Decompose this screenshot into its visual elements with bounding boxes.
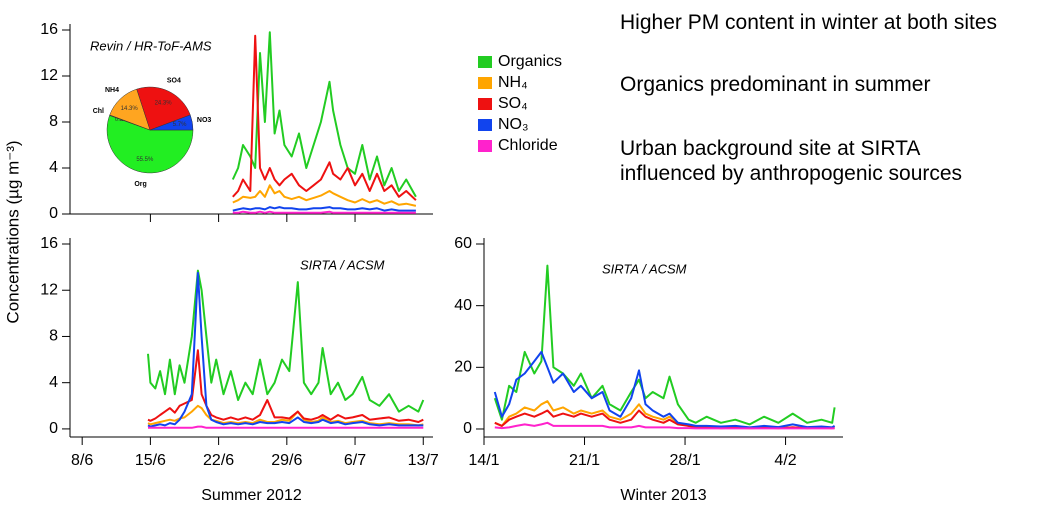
series-line	[494, 421, 835, 430]
pie-label: NO3	[197, 117, 212, 124]
note: Higher PM content in winter at both site…	[620, 11, 998, 34]
x-tick-label: 14/1	[468, 452, 499, 469]
series-line	[232, 210, 416, 214]
series-line	[148, 425, 424, 429]
y-tick-label: 40	[454, 297, 472, 314]
pie-label: Chl	[93, 108, 104, 115]
y-axis-label: Concentrations (µg m⁻³)	[3, 140, 22, 323]
y-tick-label: 60	[454, 235, 472, 252]
x-tick-label: 4/2	[774, 452, 796, 469]
pie-value-label: 55.5%	[136, 157, 154, 163]
x-tick-label: 6/7	[344, 452, 366, 469]
x-tick-label: 15/6	[135, 452, 166, 469]
pie-label: SO4	[167, 77, 181, 84]
y-tick-label: 4	[49, 159, 58, 176]
pie-value-label: 0.2%	[115, 117, 129, 123]
series-line	[147, 271, 424, 428]
note: Organics predominant in summer	[620, 73, 931, 96]
x-axis-label: Winter 2013	[620, 487, 706, 504]
legend-label: Organics	[498, 53, 562, 70]
x-tick-label: 22/6	[203, 452, 234, 469]
pie-slice	[106, 115, 194, 174]
y-tick-label: 0	[463, 420, 472, 437]
y-tick-label: 4	[49, 374, 58, 391]
panel-title: SIRTA / ACSM	[602, 261, 687, 276]
note: Urban background site at SIRTA influence…	[620, 137, 963, 185]
y-tick-label: 12	[40, 67, 58, 84]
y-tick-label: 12	[40, 281, 58, 298]
pie-value-label: 14.3%	[121, 106, 139, 112]
x-axis-label: Summer 2012	[201, 487, 302, 504]
series-line	[232, 184, 417, 207]
panel-title: SIRTA / ACSM	[300, 257, 385, 272]
pie-label: NH4	[105, 87, 119, 94]
pie-label: Org	[134, 181, 146, 188]
x-tick-label: 13/7	[408, 452, 439, 469]
y-tick-label: 8	[49, 328, 58, 345]
legend-swatch	[478, 119, 492, 131]
legend-label: NH₄	[498, 74, 528, 91]
x-tick-label: 21/1	[569, 452, 600, 469]
x-tick-label: 8/6	[71, 452, 93, 469]
legend-label: Chloride	[498, 137, 558, 154]
pie-value-label: 5.7%	[173, 122, 187, 128]
panel-title: Revin / HR-ToF-AMS	[90, 38, 212, 53]
legend-swatch	[478, 98, 492, 110]
y-tick-label: 16	[40, 235, 58, 252]
pie-slice	[136, 86, 191, 131]
x-tick-label: 29/6	[271, 452, 302, 469]
series-line	[493, 264, 836, 426]
x-tick-label: 28/1	[669, 452, 700, 469]
y-tick-label: 0	[49, 420, 58, 437]
y-tick-label: 16	[40, 21, 58, 38]
legend-label: SO₄	[498, 95, 528, 112]
legend-label: NO₃	[498, 116, 529, 133]
pie-value-label: 24.3%	[155, 100, 173, 106]
series-line	[231, 31, 417, 198]
series-line	[147, 349, 424, 423]
y-tick-label: 0	[49, 205, 58, 222]
series-line	[232, 34, 417, 201]
series-line	[493, 350, 836, 429]
y-tick-label: 8	[49, 113, 58, 130]
pie-slice	[149, 114, 194, 131]
legend-swatch	[478, 56, 492, 68]
series-line	[147, 269, 425, 413]
legend-swatch	[478, 77, 492, 89]
series-line	[147, 404, 424, 427]
series-line	[232, 206, 416, 212]
y-tick-label: 20	[454, 359, 472, 376]
legend-swatch	[478, 140, 492, 152]
